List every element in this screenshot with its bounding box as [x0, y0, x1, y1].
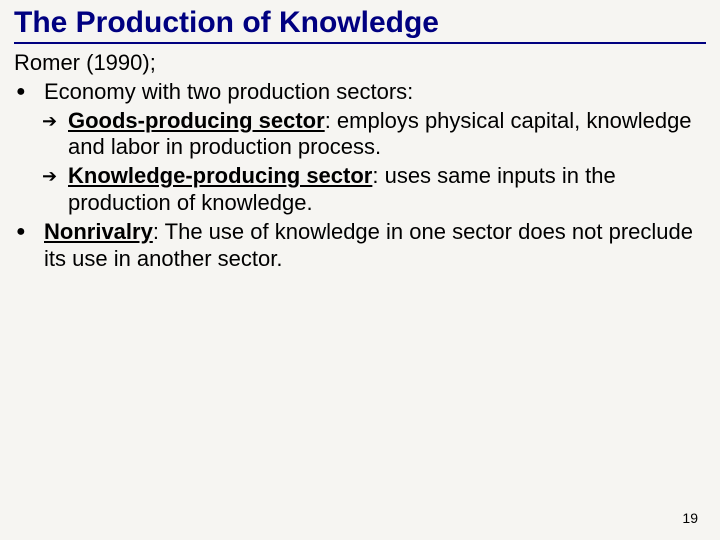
bullet-2-bold: Nonrivalry [44, 219, 153, 244]
subbullet-2-text: Knowledge-producing sector: uses same in… [68, 163, 706, 217]
bullet-icon: ● [14, 219, 44, 273]
arrow-icon: ➔ [42, 108, 68, 162]
arrow-icon: ➔ [42, 163, 68, 217]
bullet-icon: ● [14, 79, 44, 106]
subbullet-1-bold: Goods-producing sector [68, 108, 325, 133]
bullet-2: ● Nonrivalry: The use of knowledge in on… [14, 219, 706, 273]
subbullet-2: ➔ Knowledge-producing sector: uses same … [14, 163, 706, 217]
slide-container: The Production of Knowledge Romer (1990)… [0, 0, 720, 540]
subbullet-2-bold: Knowledge-producing sector [68, 163, 372, 188]
subbullet-1-text: Goods-producing sector: employs physical… [68, 108, 706, 162]
bullet-1-text: Economy with two production sectors: [44, 79, 706, 106]
page-number: 19 [682, 510, 698, 526]
intro-line: Romer (1990); [14, 50, 706, 77]
bullet-1: ● Economy with two production sectors: [14, 79, 706, 106]
slide-body: Romer (1990); ● Economy with two product… [14, 50, 706, 273]
slide-title: The Production of Knowledge [14, 6, 706, 44]
subbullet-1: ➔ Goods-producing sector: employs physic… [14, 108, 706, 162]
bullet-2-text: Nonrivalry: The use of knowledge in one … [44, 219, 706, 273]
